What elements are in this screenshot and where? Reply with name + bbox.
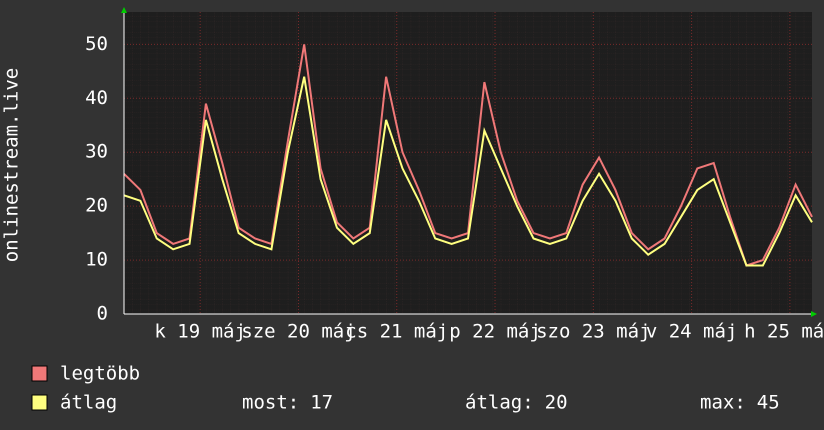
legend-label: legtöbb xyxy=(60,363,140,385)
legend-label: átlag xyxy=(60,392,117,414)
x-tick-label: v 24 máj xyxy=(646,321,738,343)
y-axis-label: onlinestream.live xyxy=(1,68,23,262)
x-tick-label: h 25 máj xyxy=(744,321,824,343)
y-tick-label: 40 xyxy=(85,87,108,109)
y-tick-label: 50 xyxy=(85,33,108,55)
stat-label: átlag: xyxy=(465,392,534,414)
legend-swatch xyxy=(31,394,48,411)
y-tick-label: 10 xyxy=(85,249,108,271)
stat-label: most: xyxy=(242,392,299,414)
x-tick-label: szo 23 máj xyxy=(536,321,650,343)
legend-swatch xyxy=(31,365,48,382)
x-tick-label: k 19 máj xyxy=(154,321,246,343)
minor-grid xyxy=(124,12,812,314)
x-tick-label: cs 21 máj xyxy=(345,321,448,343)
axis-arrow xyxy=(811,311,817,317)
stat-value: 45 xyxy=(757,392,780,414)
stat-value: 17 xyxy=(310,392,333,414)
axis-arrow xyxy=(121,7,127,13)
stat-value: 20 xyxy=(545,392,568,414)
y-tick-label: 20 xyxy=(85,195,108,217)
x-tick-label: p 22 máj xyxy=(449,321,541,343)
stat-label: max: xyxy=(700,392,746,414)
y-tick-label: 0 xyxy=(97,303,108,325)
series-line xyxy=(123,76,813,267)
y-tick-label: 30 xyxy=(85,141,108,163)
x-tick-label: sze 20 máj xyxy=(241,321,355,343)
